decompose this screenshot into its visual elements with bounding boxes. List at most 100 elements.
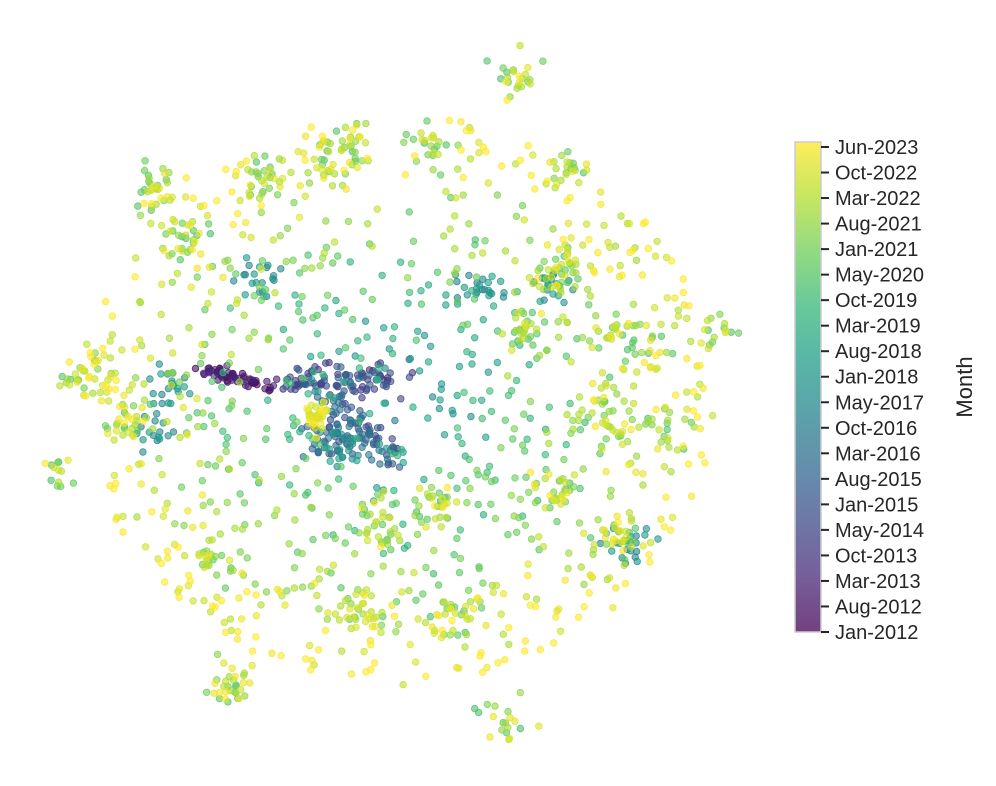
scatter-point (314, 387, 322, 396)
scatter-point (301, 655, 310, 663)
scatter-point (627, 425, 635, 434)
scatter-point (238, 459, 246, 467)
scatter-point (390, 486, 398, 495)
scatter-point (618, 538, 626, 546)
scatter-point (169, 428, 178, 436)
scatter-point (331, 534, 339, 543)
scatter-point (235, 378, 244, 386)
scatter-point (199, 501, 207, 510)
scatter-point (334, 475, 343, 483)
scatter-point (519, 334, 527, 342)
scatter-point (600, 221, 608, 230)
scatter-point (574, 275, 582, 283)
scatter-point (671, 294, 679, 302)
scatter-point (462, 477, 470, 485)
scatter-point (315, 575, 323, 583)
scatter-point (502, 77, 510, 86)
scatter-point (362, 119, 370, 128)
scatter-point (148, 425, 157, 433)
scatter-point (602, 467, 610, 476)
scatter-point (299, 374, 307, 382)
scatter-point (375, 364, 383, 372)
scatter-point (307, 503, 315, 511)
scatter-point (500, 289, 508, 297)
scatter-point (646, 363, 655, 372)
scatter-point (625, 219, 634, 228)
scatter-point (380, 399, 388, 407)
scatter-point (250, 328, 258, 336)
scatter-point (136, 211, 145, 220)
scatter-point (687, 337, 695, 346)
scatter-point (409, 237, 418, 245)
scatter-point (540, 318, 549, 326)
scatter-point (212, 507, 221, 516)
scatter-point (236, 490, 244, 498)
scatter-point (366, 431, 374, 439)
scatter-point (453, 534, 461, 543)
scatter-point (337, 393, 345, 401)
scatter-point (466, 598, 475, 606)
scatter-point (149, 389, 157, 398)
scatter-point (552, 255, 560, 263)
scatter-point (232, 270, 240, 278)
scatter-point (562, 170, 570, 179)
scatter-point (561, 271, 569, 279)
scatter-point (580, 580, 588, 589)
scatter-point (561, 576, 569, 584)
scatter-point (338, 647, 346, 655)
scatter-point (631, 524, 640, 532)
scatter-point (596, 539, 605, 548)
scatter-point (101, 297, 110, 306)
scatter-point (355, 417, 363, 426)
scatter-point (215, 455, 224, 463)
scatter-point (247, 233, 255, 242)
scatter-point (248, 647, 257, 655)
scatter-point (208, 377, 216, 385)
scatter-point (455, 568, 464, 577)
scatter-point (386, 369, 394, 377)
scatter-point (276, 587, 284, 596)
scatter-point (137, 480, 145, 488)
scatter-point (340, 166, 348, 175)
colorbar-tick-label: Aug-2018 (835, 341, 922, 363)
scatter-point (563, 410, 571, 419)
scatter-point (703, 316, 712, 325)
scatter-point (312, 434, 321, 442)
colorbar-ticks: Jun-2023 Oct-2022 Mar-2022 Aug-2021 Jan-2021… (821, 137, 924, 644)
scatter-point (612, 310, 620, 318)
scatter-point (321, 359, 330, 367)
scatter-point (436, 171, 445, 179)
scatter-point (535, 351, 544, 360)
scatter-point (198, 477, 206, 485)
scatter-point (227, 376, 236, 384)
scatter-point (164, 432, 172, 440)
scatter-point (347, 670, 356, 678)
scatter-point (591, 422, 599, 430)
scatter-point (437, 380, 446, 388)
scatter-point (223, 433, 232, 442)
scatter-point (213, 650, 222, 659)
scatter-point (349, 613, 357, 621)
colorbar-tick-label: Jan-2015 (835, 494, 918, 516)
scatter-point (361, 617, 370, 626)
scatter-point (90, 360, 98, 368)
scatter-point (477, 604, 486, 612)
scatter-point (448, 616, 456, 625)
scatter-point (371, 622, 379, 631)
scatter-point (522, 323, 531, 331)
scatter-point (554, 333, 563, 341)
scatter-point (549, 290, 557, 298)
scatter-point (185, 414, 193, 422)
scatter-point (663, 425, 671, 434)
scatter-point (624, 460, 633, 469)
scatter-point (468, 360, 476, 368)
scatter-point (554, 318, 562, 326)
scatter-point (453, 424, 462, 432)
scatter-point (64, 456, 72, 464)
scatter-point (174, 543, 182, 551)
scatter-point (257, 201, 265, 210)
scatter-point (136, 336, 144, 344)
scatter-point (664, 416, 672, 424)
scatter-point (595, 344, 603, 352)
scatter-point (262, 588, 271, 596)
